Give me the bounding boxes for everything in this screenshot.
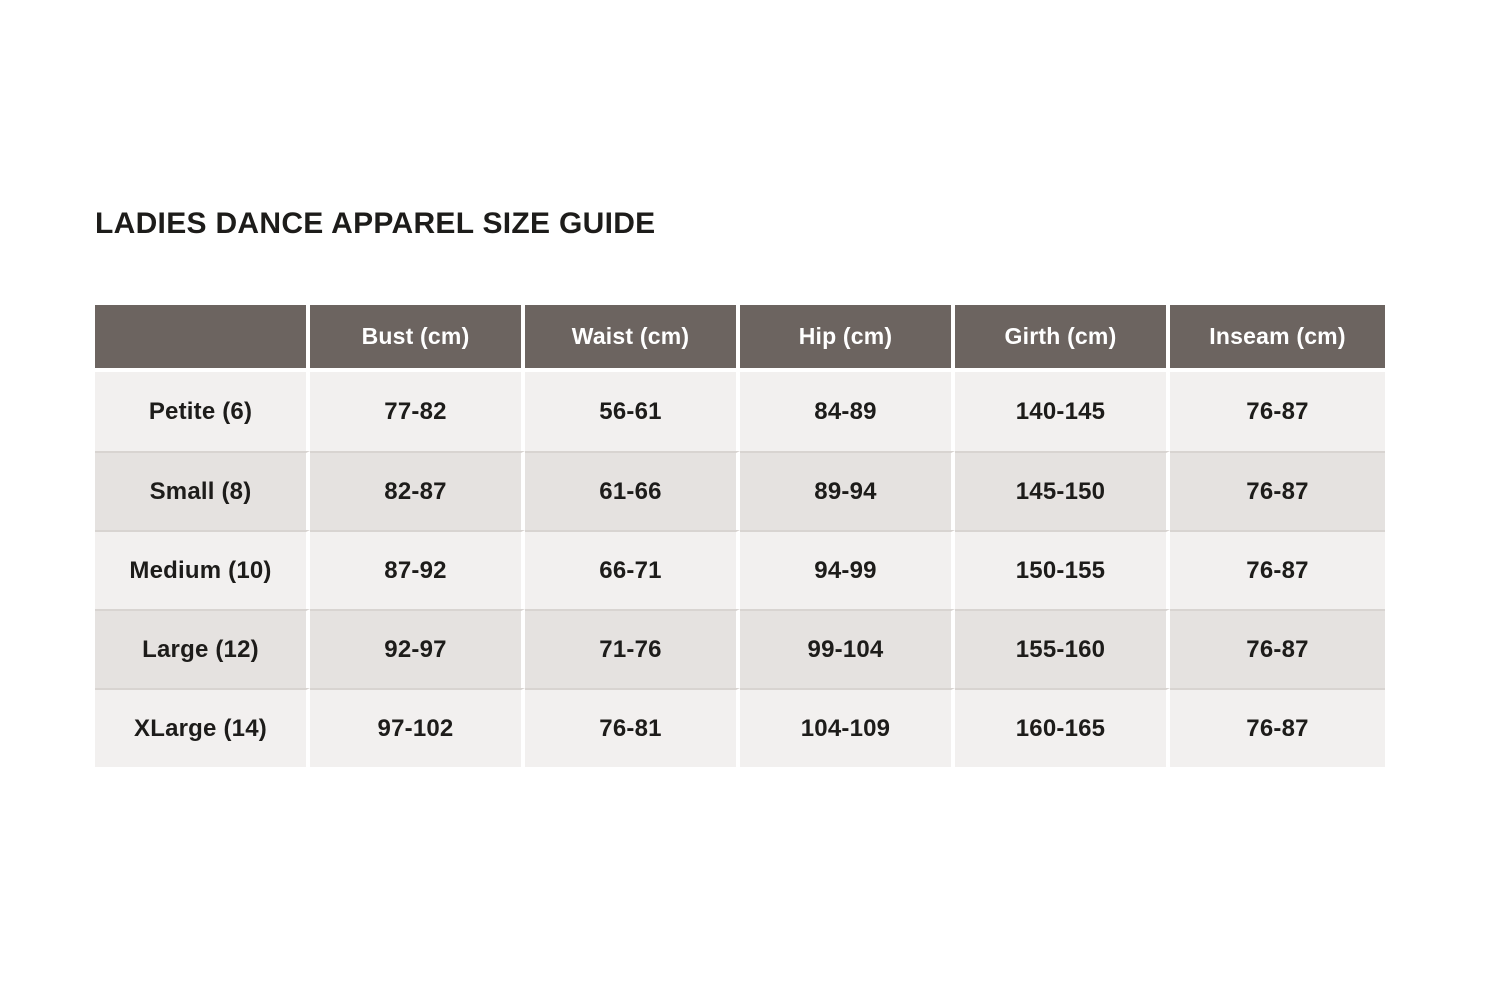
row-label: XLarge (14) <box>95 688 310 767</box>
column-header-waist: Waist (cm) <box>525 305 740 372</box>
table-row-petite: Petite (6) 77-82 56-61 84-89 140-145 76-… <box>95 372 1385 451</box>
size-cell: 84-89 <box>740 372 955 451</box>
size-cell: 99-104 <box>740 609 955 688</box>
size-cell: 82-87 <box>310 451 525 530</box>
table-header: Bust (cm) Waist (cm) Hip (cm) Girth (cm)… <box>95 305 1385 372</box>
size-cell: 71-76 <box>525 609 740 688</box>
row-label: Small (8) <box>95 451 310 530</box>
page-title: LADIES DANCE APPAREL SIZE GUIDE <box>95 207 656 240</box>
row-label: Large (12) <box>95 609 310 688</box>
size-cell: 92-97 <box>310 609 525 688</box>
size-cell: 56-61 <box>525 372 740 451</box>
size-cell: 160-165 <box>955 688 1170 767</box>
size-cell: 76-81 <box>525 688 740 767</box>
row-label: Petite (6) <box>95 372 310 451</box>
size-cell: 97-102 <box>310 688 525 767</box>
size-cell: 76-87 <box>1170 609 1385 688</box>
table-row-medium: Medium (10) 87-92 66-71 94-99 150-155 76… <box>95 530 1385 609</box>
size-cell: 76-87 <box>1170 530 1385 609</box>
size-cell: 76-87 <box>1170 451 1385 530</box>
column-header-bust: Bust (cm) <box>310 305 525 372</box>
size-cell: 77-82 <box>310 372 525 451</box>
size-cell: 66-71 <box>525 530 740 609</box>
size-cell: 155-160 <box>955 609 1170 688</box>
size-cell: 61-66 <box>525 451 740 530</box>
table-row-large: Large (12) 92-97 71-76 99-104 155-160 76… <box>95 609 1385 688</box>
size-cell: 76-87 <box>1170 372 1385 451</box>
column-header-girth: Girth (cm) <box>955 305 1170 372</box>
table-row-small: Small (8) 82-87 61-66 89-94 145-150 76-8… <box>95 451 1385 530</box>
size-cell: 87-92 <box>310 530 525 609</box>
size-cell: 145-150 <box>955 451 1170 530</box>
column-header-hip: Hip (cm) <box>740 305 955 372</box>
column-header-empty <box>95 305 310 372</box>
column-header-inseam: Inseam (cm) <box>1170 305 1385 372</box>
size-cell: 94-99 <box>740 530 955 609</box>
size-cell: 76-87 <box>1170 688 1385 767</box>
size-cell: 104-109 <box>740 688 955 767</box>
size-cell: 150-155 <box>955 530 1170 609</box>
row-label: Medium (10) <box>95 530 310 609</box>
table-body: Petite (6) 77-82 56-61 84-89 140-145 76-… <box>95 372 1385 767</box>
size-cell: 140-145 <box>955 372 1170 451</box>
size-guide-table: Bust (cm) Waist (cm) Hip (cm) Girth (cm)… <box>95 305 1385 767</box>
header-row: Bust (cm) Waist (cm) Hip (cm) Girth (cm)… <box>95 305 1385 372</box>
size-cell: 89-94 <box>740 451 955 530</box>
table-row-xlarge: XLarge (14) 97-102 76-81 104-109 160-165… <box>95 688 1385 767</box>
